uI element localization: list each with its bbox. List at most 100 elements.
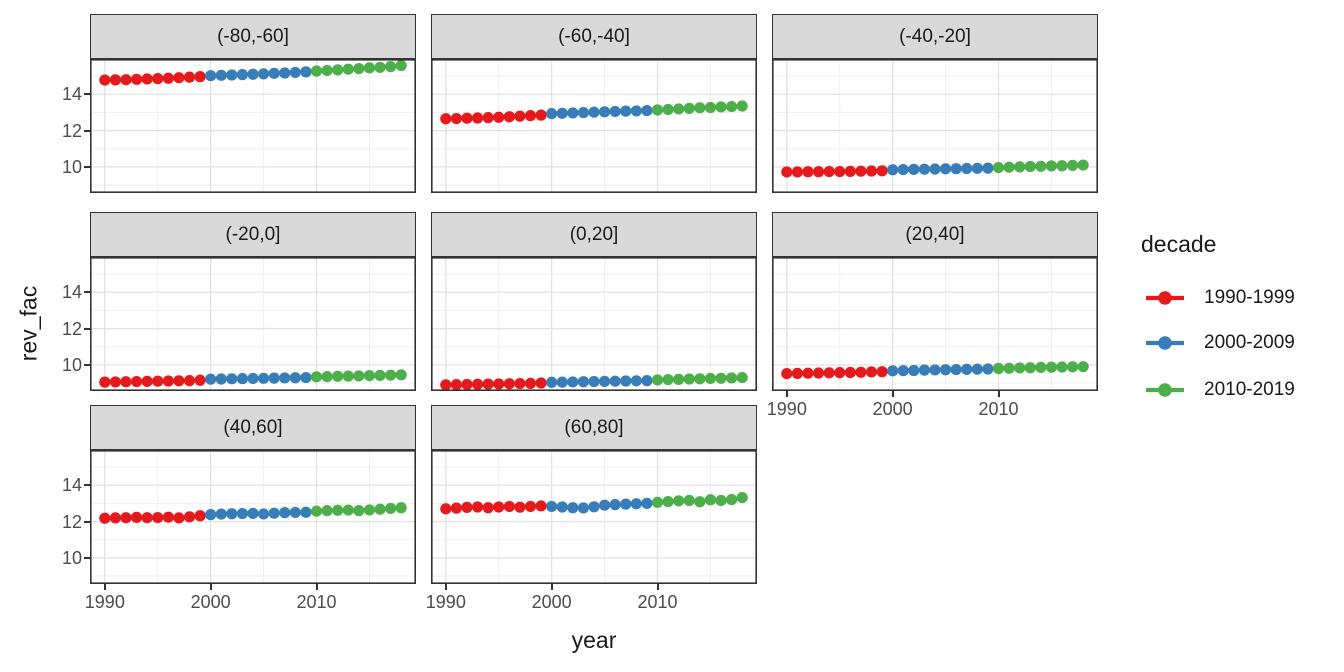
data-point [141,512,153,524]
data-point [194,374,206,386]
data-point [897,365,909,377]
data-point [152,511,164,524]
data-point [939,364,952,376]
data-point [247,507,259,519]
data-point [715,101,727,113]
facet-strip: (-60,-40] [431,14,757,59]
data-point [99,74,111,86]
data-point [823,367,835,379]
y-tick-label: 10 [61,547,82,568]
data-point [567,107,579,119]
data-point [715,494,727,507]
facet-panel [431,257,757,391]
data-point [514,110,526,122]
data-point [461,378,473,391]
data-point [363,369,376,382]
data-point [781,166,793,178]
data-point [395,369,407,381]
data-point [384,369,397,381]
data-point [736,371,748,384]
data-point [725,100,738,113]
data-point [183,71,196,83]
data-point [950,163,962,175]
data-point [844,366,856,379]
data-point [1014,161,1026,173]
legend-label: 1990-1999 [1204,287,1295,308]
data-point [683,373,695,385]
data-point [130,73,143,85]
data-point [855,366,867,378]
y-tick-mark [84,484,90,487]
data-point [546,376,558,388]
data-point [471,378,484,390]
legend-title: decade [1141,231,1217,257]
data-point [812,166,825,178]
data-point [215,373,227,385]
data-point [120,74,132,86]
data-point [310,65,323,77]
data-point [226,508,238,520]
data-point [353,505,365,517]
data-point [1056,160,1068,172]
data-point [162,511,174,523]
data-point [205,509,217,521]
data-point [450,112,463,125]
data-point [374,369,386,381]
x-tick-label: 2000 [190,592,231,612]
data-point [791,367,804,379]
facet-strip-label: (0,20] [569,223,619,245]
data-point [321,505,333,517]
data-point [683,102,695,114]
x-tick-label: 1990 [425,592,466,612]
data-point [556,376,568,388]
y-tick-mark [84,327,90,330]
facet-panel [772,257,1098,391]
facet-strip: (-20,0] [90,212,416,257]
data-point [725,493,738,506]
x-tick-label: 2000 [531,592,572,612]
x-tick-mark [444,584,447,590]
data-point [268,507,280,519]
data-point [109,376,122,388]
data-point [215,69,227,81]
data-point [247,372,259,385]
data-point [844,165,856,177]
data-point [641,497,653,509]
data-point [1003,362,1015,374]
x-tick-mark [785,391,788,397]
data-point [130,511,143,523]
data-point [704,494,717,506]
data-point [982,162,994,174]
x-tick-label: 2010 [296,592,337,612]
data-point [268,372,280,384]
x-tick-label: 2010 [637,592,678,612]
data-point [662,373,674,386]
data-point [503,500,515,513]
data-point [342,504,354,516]
data-point [971,162,983,174]
x-tick-label: 1990 [766,399,807,419]
data-point [535,500,547,512]
data-point [535,109,547,121]
data-point [802,367,814,379]
data-point [1003,161,1015,173]
data-point [609,105,621,118]
data-point [694,496,706,508]
data-point [887,365,899,377]
data-point [363,504,376,516]
data-point [556,107,568,119]
data-point [834,165,846,178]
facet-strip-label: (20,40] [905,223,965,245]
data-point [971,363,983,375]
x-tick-mark [997,391,1000,397]
data-point [865,366,878,378]
data-point [514,377,526,390]
facet-strip-label: (-20,0] [225,223,281,245]
data-point [961,363,973,375]
data-point [109,74,122,86]
data-point [236,373,249,385]
data-point [725,372,738,384]
data-point [961,162,973,175]
data-point [440,113,452,125]
